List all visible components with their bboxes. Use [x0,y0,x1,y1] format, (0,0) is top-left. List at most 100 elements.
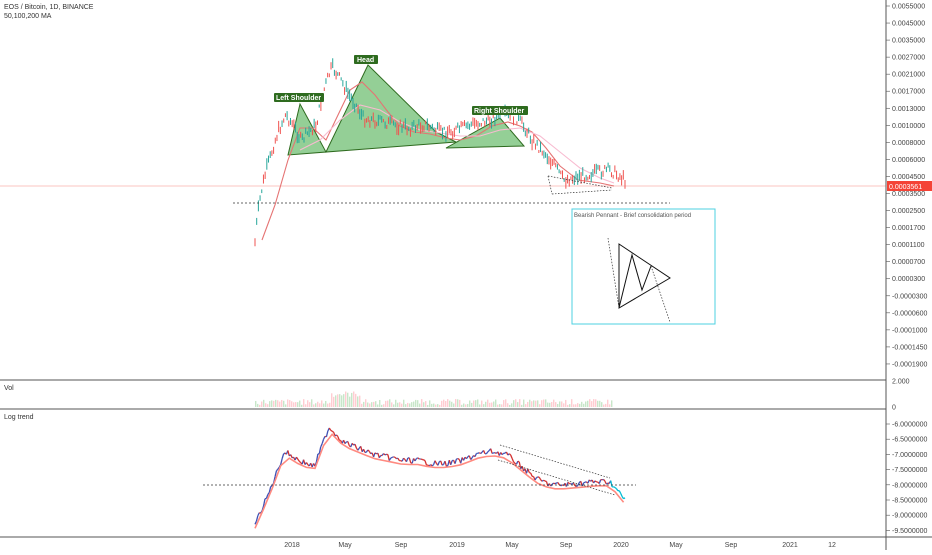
volume-bar [521,405,522,407]
volume-bar [591,401,592,407]
volume-bar [525,404,526,407]
volume-bar [553,400,554,407]
volume-bar [457,399,458,407]
log-trend-segment [538,477,539,478]
log-trend-segment [271,486,272,487]
volume-bar [545,399,546,407]
volume-bar [607,400,608,407]
log-tick-label: -8.0000000 [892,482,928,489]
volume-bar [389,399,390,407]
volume-bar [289,400,290,407]
head-label[interactable]: Head [354,55,378,64]
price-tick-label: 0.0008000 [892,140,925,147]
volume-bar [557,404,558,407]
volume-bar [601,402,602,407]
volume-bar [567,405,568,407]
log-tick-label: -9.0000000 [892,513,928,520]
volume-bar [471,403,472,407]
volume-bar [383,404,384,407]
pennant-note-box[interactable]: Bearish Pennant - Brief consolidation pe… [572,209,715,324]
volume-bar [295,402,296,407]
volume-bar [477,399,478,407]
volume-bar [273,401,274,407]
volume-bar [321,400,322,407]
volume-bar [449,401,450,407]
volume-bar [371,402,372,407]
volume-bar [573,404,574,407]
log-tick-label: -6.5000000 [892,437,928,444]
log-trend-segment [595,481,596,482]
volume-bar [319,403,320,407]
volume-bar [367,402,368,407]
volume-bar [503,400,504,407]
volume-bar [583,404,584,407]
volume-bar [499,404,500,407]
volume-bar [377,404,378,407]
volume-bar [279,402,280,407]
price-tick-label: 0.0002500 [892,208,925,215]
volume-bar [589,399,590,407]
log-trend-segment [446,466,447,467]
volume-bar [347,393,348,407]
volume-bar [261,402,262,407]
volume-bar [425,401,426,407]
price-tick-label: 0.0055000 [892,4,925,11]
volume-bar [445,401,446,407]
log-tick-label: -7.0000000 [892,452,928,459]
volume-bar [479,404,480,407]
volume-bar [307,400,308,407]
log-trend-segment [615,487,616,488]
price-tick-label: 0.0027000 [892,55,925,62]
time-tick-label: 12 [828,542,836,549]
volume-bar [301,405,302,407]
volume-bar [491,402,492,407]
time-tick-label: Sep [395,542,408,549]
volume-bar [429,400,430,407]
log-tick-label: -7.5000000 [892,467,928,474]
volume-bar [317,402,318,407]
volume-bar [337,394,338,407]
volume-bar [345,392,346,407]
volume-bar [413,402,414,407]
volume-bar [443,400,444,407]
volume-bar [299,401,300,407]
volume-bar [339,394,340,407]
volume-bar [565,400,566,407]
price-tick-label: 0.0045000 [892,21,925,28]
chart-symbol-title: EOS / Bitcoin, 1D, BINANCE [4,4,94,11]
log-trend-segment [568,482,569,483]
price-tick-label: -0.0001450 [892,344,928,351]
volume-bar [535,401,536,407]
pennant-note-text: Bearish Pennant - Brief consolidation pe… [574,213,691,219]
price-tick-label: -0.0001000 [892,327,928,334]
log-trend-segment [542,480,543,481]
volume-bar [439,405,440,407]
right-shoulder-label[interactable]: Right Shoulder [472,106,528,115]
log-trend-segment [545,481,546,482]
volume-bar [563,403,564,407]
volume-bar [357,396,358,407]
volume-bar [327,404,328,407]
volume-bar [255,401,256,407]
volume-bar [483,404,484,407]
log-trend-segment [442,465,443,466]
volume-bar [481,401,482,407]
price-tick-label: 0.0001700 [892,225,925,232]
volume-bar [511,403,512,407]
volume-bar [603,405,604,407]
time-tick-label: 2019 [449,542,465,549]
volume-bar [415,400,416,407]
volume-bar [267,404,268,407]
volume-bar [423,402,424,407]
price-tick-label: -0.0000600 [892,310,928,317]
volume-bar [265,403,266,407]
volume-bar [527,402,528,407]
volume-bar [547,403,548,407]
left-shoulder-label[interactable]: Left Shoulder [274,93,324,102]
volume-bar [533,400,534,407]
log-trend-segment [394,457,395,458]
volume-bar [411,402,412,407]
volume-bar [387,401,388,407]
volume-bar [609,404,610,407]
volume-bar [399,402,400,407]
